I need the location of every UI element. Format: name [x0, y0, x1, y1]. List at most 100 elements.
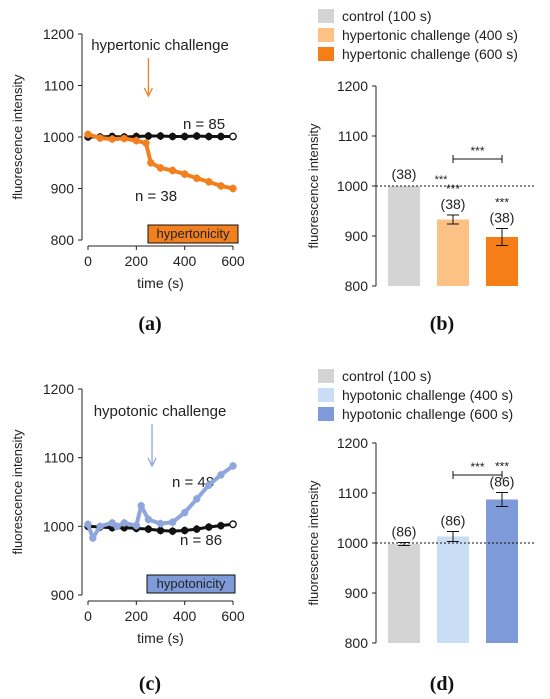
y-tick-label-b: 1000 — [337, 178, 368, 194]
series-line-c-1 — [86, 464, 235, 540]
data-point-a — [132, 136, 141, 145]
y-axis-label-b: fluorescence intensity — [306, 123, 321, 249]
annotation-c: hypotonic challenge — [94, 403, 227, 420]
data-point-c — [205, 523, 213, 531]
n-label-b-2: (38) — [490, 210, 515, 226]
data-point-a — [84, 130, 92, 139]
series-c-0 — [84, 520, 237, 536]
y-tick-label-d: 900 — [345, 585, 369, 601]
data-point-c — [96, 522, 104, 531]
y-tick-label-a: 1100 — [44, 78, 74, 94]
y-tick-label-c: 1100 — [44, 450, 74, 466]
data-point-c — [229, 462, 237, 470]
y-tick-label-a: 900 — [51, 181, 75, 197]
panel-label-a: (a) — [138, 313, 161, 335]
data-point-c — [137, 502, 145, 510]
data-point-a — [96, 134, 104, 142]
data-point-c — [180, 508, 189, 517]
data-point-a — [193, 132, 201, 140]
bar-d-2 — [486, 499, 518, 643]
legend-label-b: hypertonic challenge (600 s) — [342, 46, 518, 62]
data-point-end-c — [229, 520, 237, 529]
n-label-b-1: (38) — [441, 196, 466, 212]
data-point-c — [144, 515, 153, 524]
condition-box-c — [146, 574, 236, 594]
y-tick-label-d: 1100 — [338, 485, 368, 501]
series-label-a-0: n = 85 — [183, 116, 225, 133]
x-tick-label-a: 0 — [84, 253, 92, 269]
data-point-c — [193, 495, 201, 503]
data-point-a — [229, 184, 237, 193]
condition-box-a — [147, 224, 239, 244]
data-point-a — [180, 132, 189, 141]
annotation-a: hypertonic challenge — [91, 37, 229, 54]
y-tick-label-d: 800 — [345, 635, 369, 651]
panel-label-d: (d) — [430, 673, 454, 695]
data-point-c — [168, 527, 177, 535]
significance-b-1: *** — [446, 182, 460, 196]
bracket-label-d: *** — [470, 460, 484, 474]
bar-b-1 — [437, 219, 469, 286]
data-point-c — [193, 525, 201, 533]
n-label-b-0: (38) — [392, 166, 417, 182]
legend-swatch-b — [318, 47, 334, 61]
data-point-a — [217, 132, 225, 141]
condition-label-a: hypertonicity — [157, 226, 230, 241]
legend-label-b: hypertonic challenge (400 s) — [342, 27, 518, 43]
legend-label-b: control (100 s) — [342, 8, 431, 24]
data-point-c — [156, 519, 165, 528]
data-point-a — [205, 178, 213, 186]
significance-d-2: *** — [495, 460, 509, 474]
data-point-c — [217, 471, 225, 479]
arrow-head-a — [143, 87, 153, 98]
legend-label-d: hypotonic challenge (400 s) — [342, 387, 513, 403]
y-tick-label-a: 1000 — [43, 129, 74, 145]
y-tick-label-c: 1200 — [43, 381, 74, 397]
y-tick-label-a: 1200 — [43, 26, 74, 42]
series-c-1 — [84, 461, 237, 543]
legend-swatch-d — [318, 388, 334, 402]
y-tick-label-b: 800 — [345, 278, 369, 294]
data-point-a — [147, 159, 155, 167]
bar-d-0 — [388, 544, 420, 643]
arrow-head-c — [147, 457, 157, 468]
legend-label-d: control (100 s) — [342, 368, 431, 384]
series-label-a-1: n = 38 — [135, 188, 177, 205]
data-point-c — [144, 525, 153, 533]
panel-label-b: (b) — [430, 313, 454, 335]
data-point-c — [113, 522, 121, 531]
data-point-a — [205, 132, 213, 141]
data-point-c — [156, 526, 165, 535]
significance-ref-b: *** — [435, 174, 449, 186]
y-tick-label-d: 1000 — [337, 535, 368, 551]
y-axis-label-c: fluorescence intensity — [10, 429, 25, 555]
y-axis-label-a: fluorescence intensity — [10, 74, 25, 200]
data-point-a — [108, 135, 116, 143]
x-tick-label-a: 400 — [173, 253, 197, 269]
data-point-a — [144, 132, 153, 140]
data-point-c — [89, 534, 97, 542]
data-point-a — [120, 134, 128, 143]
y-tick-label-c: 1000 — [43, 518, 74, 534]
data-point-a — [168, 166, 177, 175]
n-label-d-2: (86) — [490, 474, 515, 490]
x-tick-label-c: 600 — [221, 608, 245, 624]
data-point-a — [168, 132, 177, 141]
y-tick-label-d: 1200 — [337, 435, 368, 451]
significance-b-2: *** — [495, 196, 509, 210]
x-tick-label-c: 0 — [84, 608, 92, 624]
data-point-c — [180, 526, 189, 535]
x-axis-label-a: time (s) — [137, 275, 184, 291]
bracket-label-b: *** — [470, 144, 484, 158]
data-point-c — [120, 519, 128, 527]
y-tick-label-a: 800 — [51, 232, 75, 248]
y-axis-label-d: fluorescence intensity — [306, 480, 321, 606]
n-label-d-0: (86) — [392, 524, 417, 540]
legend-swatch-d — [318, 407, 334, 421]
bar-d-1 — [437, 536, 469, 643]
y-tick-label-b: 1100 — [338, 128, 368, 144]
data-point-a — [217, 182, 225, 190]
data-point-c — [84, 520, 92, 528]
data-point-a — [156, 132, 165, 140]
